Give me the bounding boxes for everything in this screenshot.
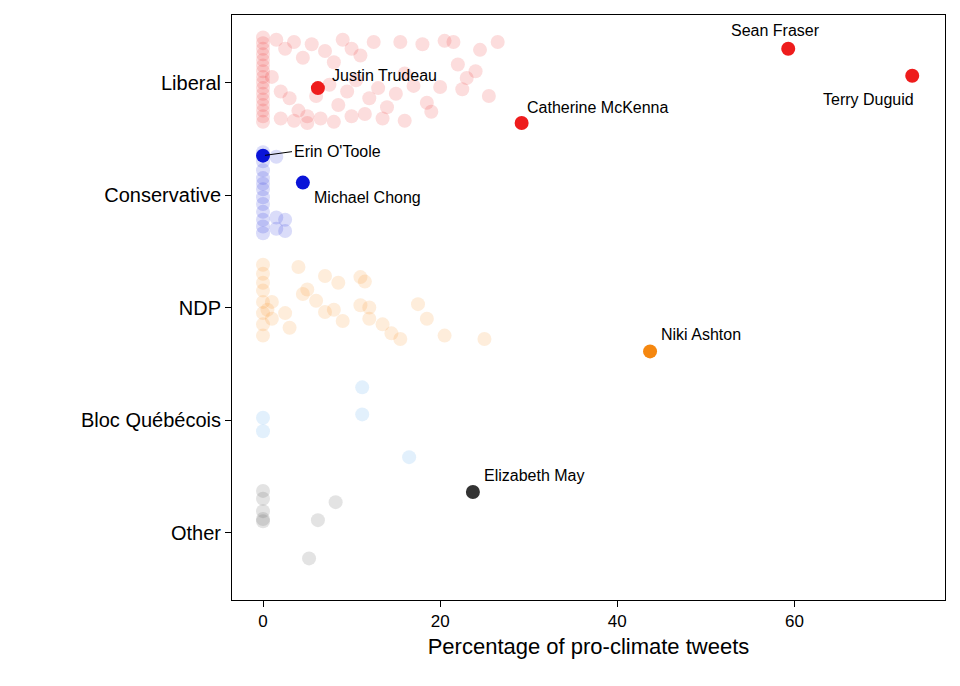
svg-text:Conservative: Conservative: [104, 184, 221, 206]
svg-text:Percentage of pro-climate twee: Percentage of pro-climate tweets: [428, 634, 750, 659]
svg-text:Michael Chong: Michael Chong: [314, 189, 421, 206]
svg-text:Erin O'Toole: Erin O'Toole: [294, 143, 381, 160]
svg-text:Other: Other: [171, 522, 221, 544]
svg-text:20: 20: [431, 612, 450, 631]
svg-text:Elizabeth May: Elizabeth May: [484, 467, 585, 484]
svg-text:0: 0: [258, 612, 267, 631]
svg-text:Liberal: Liberal: [161, 72, 221, 94]
svg-text:60: 60: [785, 612, 804, 631]
svg-text:Terry Duguid: Terry Duguid: [823, 91, 914, 108]
svg-text:Niki Ashton: Niki Ashton: [661, 326, 741, 343]
svg-text:40: 40: [608, 612, 627, 631]
svg-text:Justin Trudeau: Justin Trudeau: [332, 67, 437, 84]
svg-text:NDP: NDP: [179, 297, 221, 319]
svg-text:Sean Fraser: Sean Fraser: [731, 22, 820, 39]
svg-text:Bloc Québécois: Bloc Québécois: [81, 409, 221, 431]
svg-text:Catherine McKenna: Catherine McKenna: [527, 99, 669, 116]
